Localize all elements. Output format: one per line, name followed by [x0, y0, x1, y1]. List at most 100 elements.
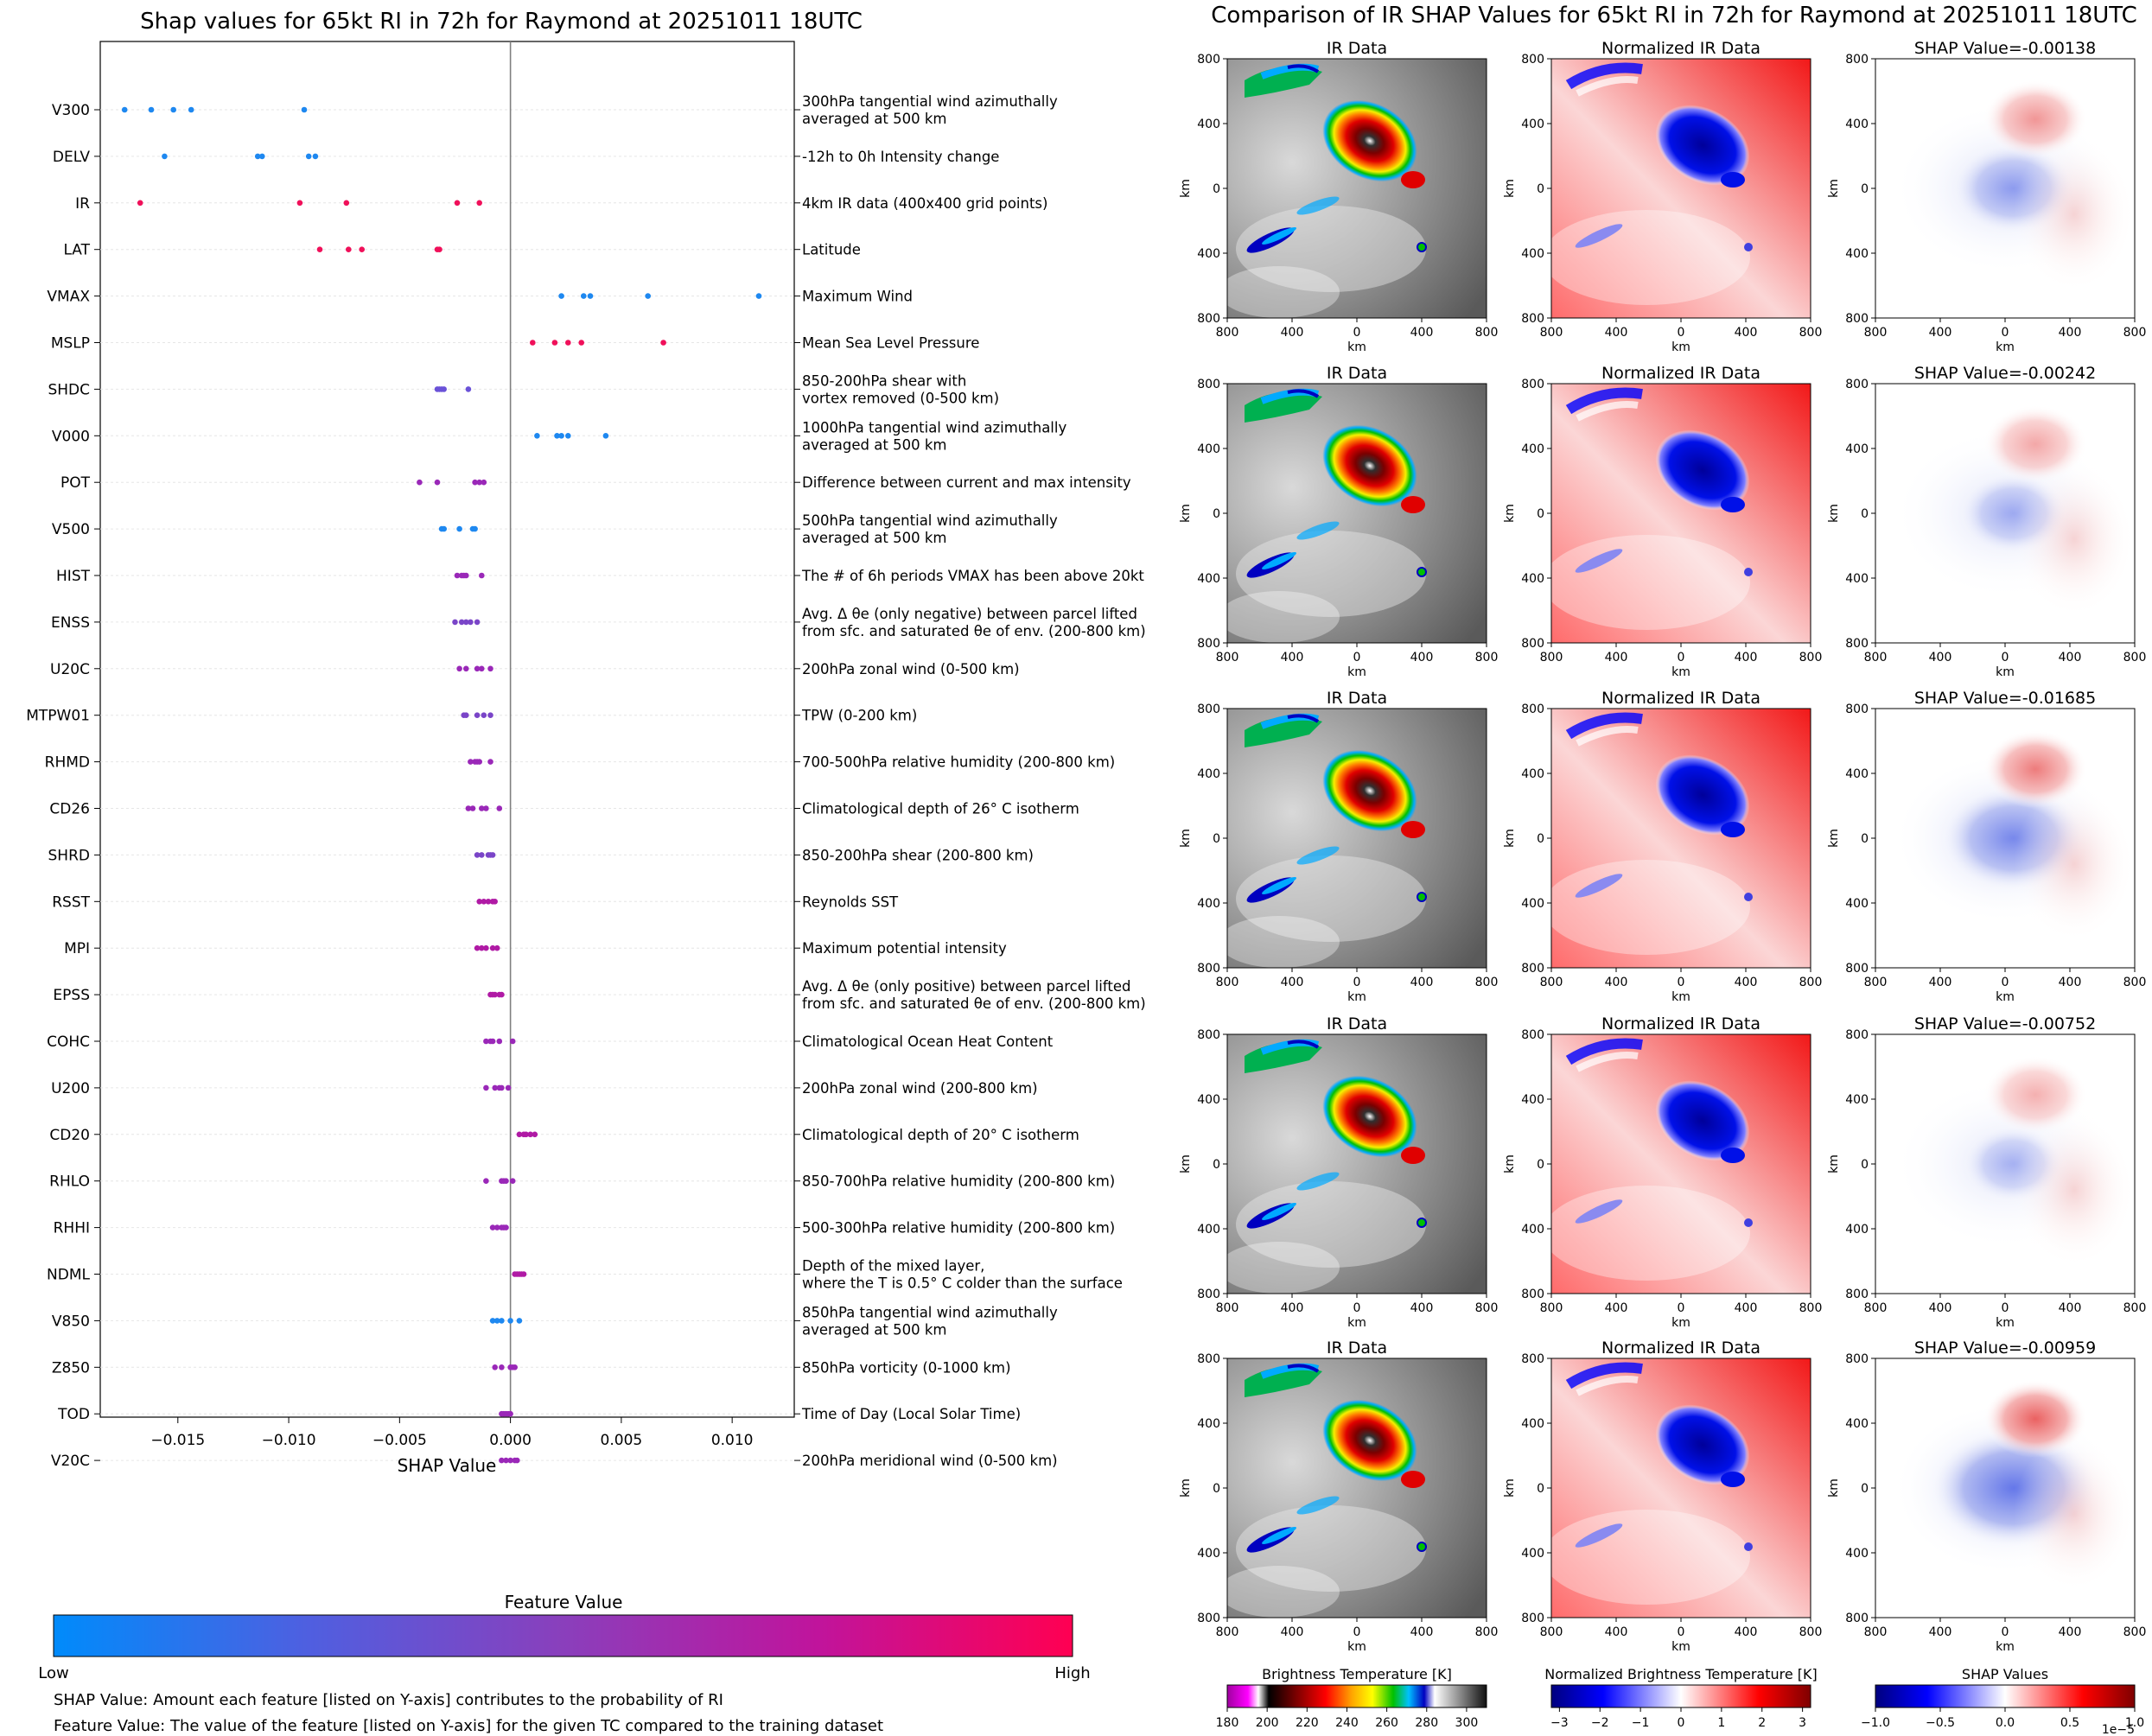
shap-point-rhlo	[509, 1178, 516, 1184]
x-tick-label: 800	[1799, 1625, 1823, 1639]
shap-point-u20c	[463, 665, 469, 672]
feature-description: Climatological depth of 20° C isotherm	[802, 1127, 1079, 1143]
x-tick-label: 800	[1864, 1301, 1888, 1315]
y-axis-label: km	[1503, 1154, 1517, 1173]
x-tick-label: 400	[1605, 976, 1628, 989]
y-tick-label: 400	[1521, 247, 1544, 261]
y-axis-label: km	[1827, 504, 1841, 523]
shap-point-vmax	[581, 293, 587, 299]
y-tick-label: 400	[1197, 442, 1220, 456]
x-tick-label: 800	[1799, 976, 1823, 989]
panel-title: Normalized IR Data	[1601, 1014, 1760, 1033]
panel-r3-c3: SHAP Value=-0.01685800800400400004004008…	[1827, 689, 2146, 1004]
feature-descriptions: 300hPa tangential wind azimuthallyaverag…	[801, 93, 1146, 1469]
y-axis-label: km	[1179, 504, 1193, 523]
feature-label-ir: IR	[75, 195, 90, 213]
feature-description: Maximum potential intensity	[802, 940, 1007, 957]
panel-title: SHAP Value=-0.00752	[1914, 1014, 2096, 1033]
y-axis-label: km	[1827, 1154, 1841, 1173]
y-tick-label: 400	[1521, 1223, 1544, 1237]
colorbar-low-label: Low	[38, 1664, 68, 1682]
shap-point-lat	[436, 246, 442, 253]
y-tick-label: 400	[1521, 767, 1544, 781]
shap-point-v000	[602, 433, 609, 439]
shap-point-epss	[492, 991, 498, 998]
shap-point-pot	[472, 479, 478, 486]
summary-plot-frame	[99, 41, 795, 1418]
y-tick-label: 800	[1197, 1352, 1220, 1366]
y-tick-label: 800	[1521, 962, 1544, 976]
y-tick-label: 400	[1197, 1223, 1220, 1237]
x-tick-label: 800	[1540, 1625, 1563, 1639]
footnote-shap-value: SHAP Value: Amount each feature [listed …	[54, 1691, 723, 1709]
x-tick-label: 800	[1475, 326, 1499, 340]
x-tick-label: 0	[1353, 1625, 1361, 1639]
feature-description: Reynolds SST	[802, 893, 899, 910]
y-tick-label: 0	[1537, 507, 1544, 521]
shap-point-v500	[472, 525, 478, 532]
y-tick-label: 800	[1845, 1612, 1869, 1625]
shap-point-cd20	[516, 1131, 523, 1138]
y-tick-label: 800	[1197, 312, 1220, 326]
y-axis-label: km	[1179, 1478, 1193, 1498]
feature-label-rhhi: RHHI	[54, 1220, 90, 1237]
feature-labels: V300 DELV IR LAT VMAX MSLP SHDC V000 POT V500 HIST…	[26, 102, 90, 1470]
shap-point-epss	[499, 991, 505, 998]
y-tick-label: 400	[1521, 442, 1544, 456]
panel-title: SHAP Value=-0.00242	[1914, 364, 2096, 383]
feature-description: 500hPa tangential wind azimuthally	[802, 512, 1058, 529]
shap-point-cd26	[483, 805, 489, 811]
x-tick-label: 400	[2059, 326, 2082, 340]
y-axis-label: km	[1503, 179, 1517, 198]
x-axis-ticks: −0.015 −0.010 −0.005 0.000 0.005 0.010	[150, 1417, 754, 1449]
x-tick-label: 400	[2059, 651, 2082, 665]
x-tick-label: 0.010	[711, 1432, 754, 1449]
x-tick-label: 800	[1540, 1301, 1563, 1315]
shap-point-u200	[492, 1084, 498, 1091]
x-tick-label: 400	[1410, 651, 1434, 665]
shap-point-ir	[476, 200, 482, 207]
feature-description: 1000hPa tangential wind azimuthally	[802, 419, 1066, 436]
shap-point-u200	[483, 1084, 489, 1091]
feature-label-shdc: SHDC	[48, 381, 90, 398]
shap-point-z850	[499, 1364, 505, 1370]
feature-label-hist: HIST	[56, 568, 91, 585]
colorbar-tick-label: −1	[1632, 1716, 1650, 1730]
feature-label-pot: POT	[60, 474, 91, 492]
y-tick-label: 800	[1197, 703, 1220, 716]
shap-point-delv	[259, 153, 265, 160]
norm-colorbar	[1550, 1684, 1811, 1708]
y-tick-label: 800	[1845, 1288, 1869, 1301]
x-tick-label: 800	[1799, 651, 1823, 665]
feature-label-ndml: NDML	[47, 1267, 90, 1284]
normalized-ir-image	[1543, 1358, 1811, 1618]
x-tick-label: 800	[1475, 1301, 1499, 1315]
x-axis-label: km	[1347, 1316, 1366, 1330]
x-axis-label: SHAP Value	[398, 1455, 497, 1476]
shap-point-delv	[254, 153, 261, 160]
shap-point-cd26	[465, 805, 472, 811]
feature-description: 850-200hPa shear with	[802, 372, 966, 389]
x-tick-label: 800	[1864, 651, 1888, 665]
y-tick-label: 800	[1197, 53, 1220, 67]
feature-description: 4km IR data (400x400 grid points)	[802, 195, 1047, 212]
x-axis-label: km	[1671, 1640, 1690, 1654]
feature-description: 200hPa zonal wind (0-500 km)	[802, 661, 1020, 677]
colorbar-tick-label: 260	[1375, 1716, 1398, 1730]
shap-positive-region	[2014, 137, 2135, 292]
x-tick-label: 800	[1216, 651, 1239, 665]
colorbar-high-label: High	[1054, 1664, 1090, 1682]
shap-point-hist	[454, 572, 461, 579]
x-tick-label: 800	[1216, 976, 1239, 989]
shap-point-u20c	[474, 665, 481, 672]
shap-point-mtpw01	[463, 712, 469, 718]
feature-description: Maximum Wind	[802, 289, 913, 305]
feature-label-delv: DELV	[53, 149, 90, 166]
shap-point-ir	[137, 200, 143, 207]
x-tick-label: 400	[1605, 1301, 1628, 1315]
y-tick-label: 800	[1521, 1352, 1544, 1366]
shap-point-mslp	[530, 340, 536, 346]
shap-point-mslp	[565, 340, 571, 346]
shap-point-v850	[489, 1318, 496, 1324]
